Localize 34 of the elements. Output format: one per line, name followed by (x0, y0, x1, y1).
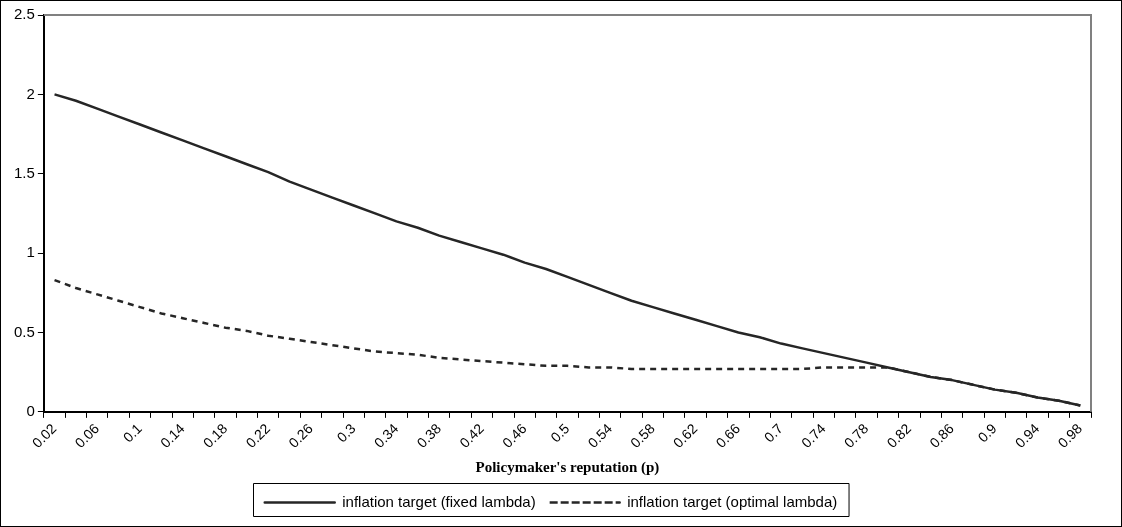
x-tick-label: 0.74 (798, 420, 829, 451)
x-tick-label: 0.94 (1011, 420, 1043, 451)
x-tick-label: 0.38 (413, 420, 445, 451)
x-tick-label: 0.14 (157, 420, 188, 451)
x-tick-label: 0.46 (498, 420, 530, 451)
x-tick-label: 0.58 (627, 420, 658, 451)
legend-label: inflation target (optimal lambda) (627, 492, 838, 510)
x-tick-label: 0.9 (974, 420, 1000, 446)
x-tick-label: 0.1 (119, 420, 146, 446)
x-tick-label: 0.42 (456, 420, 487, 451)
legend-label: inflation target (fixed lambda) (342, 492, 536, 510)
y-tick-label: 2.5 (13, 5, 35, 23)
y-tick-label: 1.5 (13, 163, 35, 181)
x-tick-label: 0.7 (760, 420, 787, 446)
x-tick-label: 0.54 (584, 420, 616, 451)
x-tick-label: 0.66 (712, 420, 744, 451)
x-tick-label: 0.06 (71, 420, 103, 451)
y-tick-label: 2 (26, 84, 35, 102)
y-tick-label: 1 (26, 243, 35, 261)
x-tick-label: 0.26 (285, 420, 316, 451)
x-tick-label: 0.78 (840, 420, 872, 451)
x-tick-label: 0.34 (370, 420, 402, 451)
x-tick-label: 0.5 (547, 420, 573, 446)
x-tick-label: 0.86 (926, 420, 958, 451)
x-tick-label: 0.98 (1054, 420, 1086, 451)
y-tick-label: 0 (26, 401, 35, 419)
y-tick-label: 0.5 (13, 322, 35, 340)
x-tick-label: 0.02 (28, 420, 60, 451)
x-tick-label: 0.62 (669, 420, 701, 451)
x-tick-label: 0.18 (199, 420, 231, 451)
x-tick-label: 0.82 (883, 420, 915, 451)
x-tick-label: 0.22 (242, 420, 274, 451)
x-axis-title: Policymaker's reputation (p) (475, 458, 660, 476)
x-tick-label: 0.3 (333, 420, 359, 446)
